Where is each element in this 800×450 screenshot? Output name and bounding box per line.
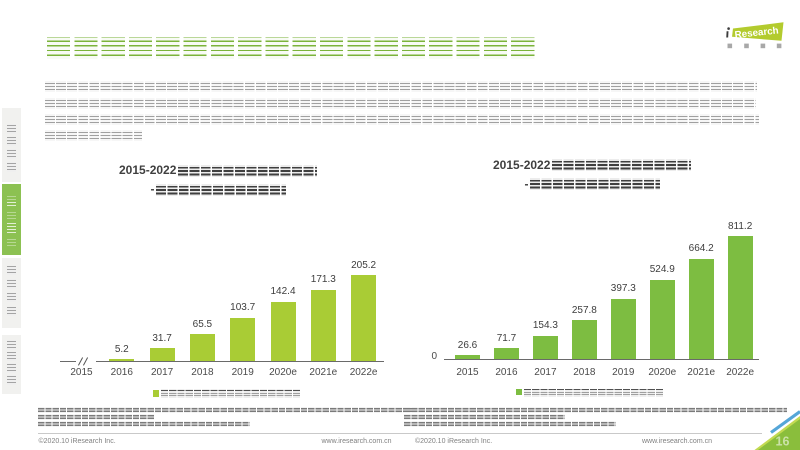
svg-text:16: 16 (776, 435, 790, 449)
svg-text:Research: Research (734, 25, 779, 41)
